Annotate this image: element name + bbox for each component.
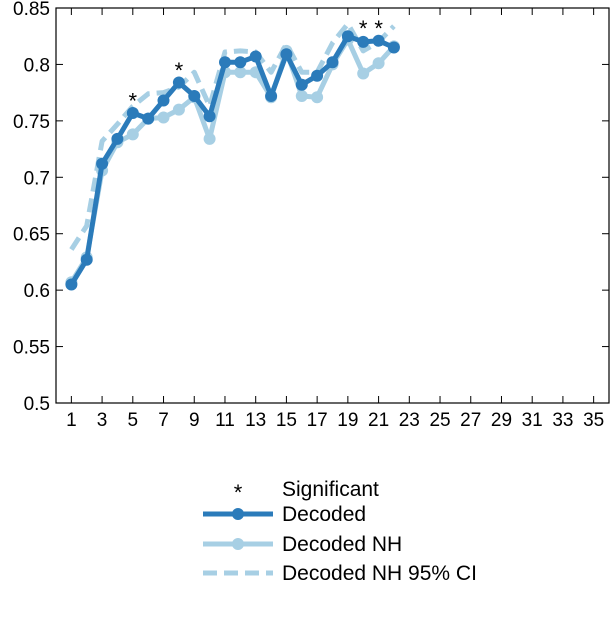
x-tick-label: 15 — [276, 410, 297, 431]
plot-area: *** * — [65, 16, 400, 291]
y-tick-label: 0.6 — [24, 281, 50, 302]
legend-marker-decoded-nh — [232, 538, 244, 550]
x-tick-label: 19 — [337, 410, 358, 431]
data-point-decoded — [142, 112, 155, 125]
x-tick-label: 1 — [66, 410, 77, 431]
legend-label-decoded: Decoded — [282, 503, 366, 526]
data-point-decoded — [280, 48, 293, 61]
legend-label-significant: Significant — [282, 478, 379, 501]
legend: * Significant Decoded Decoded NH Decoded… — [203, 478, 477, 585]
data-point-decoded-nh — [295, 90, 308, 102]
data-point-decoded — [372, 34, 385, 47]
data-point-decoded — [357, 35, 370, 48]
x-tick-label: 13 — [245, 410, 266, 431]
y-tick-label: 0.8 — [24, 55, 50, 76]
data-point-decoded — [234, 56, 247, 69]
data-point-decoded — [157, 94, 170, 107]
y-tick-label: 0.55 — [13, 338, 50, 359]
data-point-decoded-nh — [234, 66, 247, 79]
data-point-decoded — [311, 69, 324, 82]
significance-marker: * — [175, 58, 184, 83]
data-point-decoded-nh — [357, 67, 370, 80]
x-tick-label: 5 — [128, 410, 139, 431]
x-tick-label: 29 — [491, 410, 512, 431]
y-tick-label: 0.85 — [13, 0, 50, 20]
data-point-decoded — [341, 30, 354, 43]
data-point-decoded — [326, 56, 339, 69]
legend-label-decoded-nh: Decoded NH — [282, 533, 402, 556]
x-tick-label: 33 — [552, 410, 573, 431]
data-point-decoded-nh — [126, 128, 139, 141]
data-point-decoded — [265, 90, 278, 102]
legend-marker-significant: * — [234, 480, 243, 505]
series-line-decoded-nh-95-ci — [69, 21, 396, 251]
data-point-decoded — [249, 50, 262, 63]
data-point-decoded — [295, 78, 308, 91]
significance-marker: * — [374, 16, 383, 41]
data-point-decoded-nh — [203, 132, 216, 145]
data-point-decoded-nh — [372, 57, 385, 70]
x-tick-label: 11 — [215, 410, 235, 431]
legend-marker-decoded — [232, 508, 244, 520]
y-tick-label: 0.65 — [13, 225, 50, 246]
data-point-decoded — [96, 157, 109, 170]
x-tick-label: 27 — [460, 410, 481, 431]
data-point-decoded — [203, 110, 216, 123]
legend-label-decoded-nh-ci: Decoded NH 95% CI — [282, 562, 477, 585]
data-point-decoded — [80, 253, 93, 266]
x-tick-label: 23 — [399, 410, 420, 431]
x-tick-label: 3 — [97, 410, 108, 431]
plot-frame — [55, 7, 610, 404]
significance-marker: * — [129, 88, 138, 113]
x-tick-label: 9 — [189, 410, 200, 431]
data-point-decoded — [126, 107, 139, 119]
series-line-decoded — [69, 33, 395, 286]
data-point-decoded — [219, 56, 231, 69]
axis-ticks: 0.50.550.60.650.70.750.80.851 3 5 7 9 11 13 15 1… — [13, 0, 609, 431]
x-tick-label: 17 — [307, 410, 328, 431]
x-tick-label: 25 — [429, 410, 450, 431]
data-point-decoded-nh — [172, 103, 185, 116]
x-tick-label: 31 — [522, 410, 543, 431]
y-tick-label: 0.75 — [13, 112, 50, 133]
data-point-decoded — [172, 76, 185, 89]
data-point-decoded-nh — [311, 91, 324, 104]
data-point-decoded — [387, 41, 400, 54]
x-tick-label: 7 — [158, 410, 169, 431]
y-tick-label: 0.5 — [24, 394, 50, 415]
x-tick-label: 35 — [583, 410, 604, 431]
y-tick-label: 0.7 — [24, 168, 50, 189]
significance-marker: * — [359, 16, 368, 41]
data-point-decoded — [111, 132, 124, 145]
data-point-decoded-nh — [157, 111, 170, 124]
data-point-decoded — [188, 90, 201, 102]
x-tick-label: 21 — [368, 410, 389, 431]
data-point-decoded — [65, 278, 78, 291]
